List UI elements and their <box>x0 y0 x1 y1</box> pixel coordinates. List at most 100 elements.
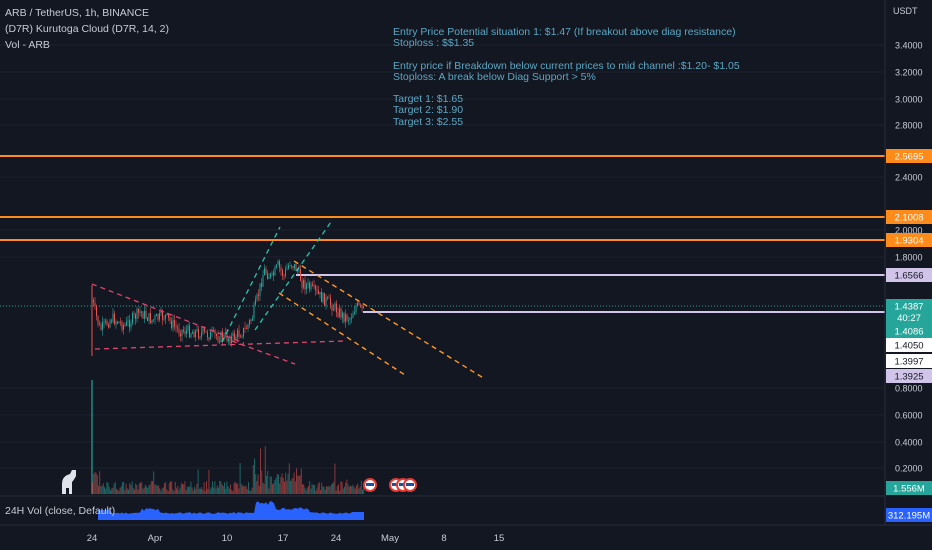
volume-bar <box>207 488 209 494</box>
volume-bar <box>196 483 198 494</box>
price-tick-label: 1.8000 <box>895 253 923 263</box>
volume-bar <box>178 490 180 494</box>
volume-bar <box>195 488 197 494</box>
volume-bar <box>290 481 291 494</box>
volume-bar <box>218 487 219 494</box>
volume-bar <box>182 483 183 494</box>
candle-body <box>303 279 304 288</box>
volume-bar <box>272 484 273 494</box>
volume-bar <box>222 486 224 494</box>
volume-bar <box>177 485 179 494</box>
volume-bar <box>238 488 240 494</box>
volume-bar <box>160 490 162 494</box>
time-tick-label: 15 <box>494 533 505 544</box>
candle-body <box>309 282 310 290</box>
volume-bar <box>149 484 151 494</box>
volume-bar <box>268 488 270 494</box>
vol24h-area <box>98 501 364 520</box>
grid-lines <box>0 44 885 469</box>
volume-bar <box>105 488 107 494</box>
candle-body <box>316 289 318 291</box>
candle-body <box>196 329 198 331</box>
candle-body <box>306 284 307 290</box>
volume-bar <box>150 481 152 494</box>
vol24h-legend[interactable]: 24H Vol (close, Default) <box>5 505 116 517</box>
price-badge <box>886 354 932 368</box>
volume-bar <box>318 482 320 494</box>
volume-legend[interactable]: Vol - ARB <box>5 39 50 51</box>
volume-bar <box>359 486 361 494</box>
candle-body <box>117 321 118 324</box>
volume-bar <box>324 489 326 494</box>
diag-resistance-line[interactable] <box>91 283 245 344</box>
volume-bar <box>243 485 245 494</box>
channel-down-upper-line[interactable] <box>293 260 486 380</box>
volume-bar <box>200 488 201 494</box>
volume-bar <box>94 472 96 494</box>
candle-body <box>220 331 222 342</box>
candle-body <box>334 303 336 309</box>
candle-body <box>261 283 262 287</box>
volume-bar <box>269 476 271 494</box>
time-tick-label: 10 <box>222 533 233 544</box>
candle-body <box>265 268 267 274</box>
volume-bar <box>296 468 297 494</box>
volume-bar <box>305 490 307 494</box>
volume-bar <box>282 477 284 494</box>
price-badge <box>886 324 932 338</box>
candle-body <box>244 327 246 329</box>
candle-body <box>363 306 364 309</box>
volume-bar <box>129 483 131 494</box>
volume-bar <box>114 482 116 494</box>
indicator-legend[interactable]: (D7R) Kurutoga Cloud (D7R, 14, 2) <box>5 23 169 35</box>
candle-body <box>246 328 247 329</box>
candle-body <box>207 332 208 338</box>
volume-bar <box>208 470 210 494</box>
volume-bar <box>264 446 266 494</box>
candle-body <box>195 330 196 338</box>
channel-up-upper-line[interactable] <box>254 221 332 331</box>
candle-body <box>127 320 129 322</box>
candle-body <box>328 297 330 299</box>
volume-bar <box>345 482 347 494</box>
volume-bar <box>358 488 360 494</box>
volume-bar <box>221 484 223 494</box>
candle-body <box>132 313 133 324</box>
candle-body <box>204 328 205 331</box>
candle-body <box>298 269 300 272</box>
candle-body <box>253 304 255 319</box>
event-flag-icon <box>392 483 400 486</box>
candle-body <box>337 312 339 317</box>
volume-bar <box>117 489 119 494</box>
candle-body <box>318 290 319 294</box>
volume-bar <box>348 486 350 494</box>
symbol-legend[interactable]: ARB / TetherUS, 1h, BINANCE <box>5 7 149 19</box>
candle-body <box>130 323 132 328</box>
volume-bar <box>294 481 296 494</box>
volume-bar <box>158 485 159 494</box>
candle-body <box>292 266 294 269</box>
volume-bar <box>347 484 349 494</box>
candle-body <box>108 325 109 328</box>
volume-bar <box>192 490 194 494</box>
volume-bar <box>104 487 105 494</box>
candle-body <box>297 270 298 272</box>
candle-body <box>105 320 106 322</box>
volume-bar <box>185 490 187 494</box>
volume-bar <box>262 482 264 494</box>
candle-body <box>264 268 265 276</box>
channel-up-lower-line[interactable] <box>221 226 281 343</box>
volume-bar <box>171 481 173 494</box>
channel-down-lower-line[interactable] <box>278 292 406 376</box>
candle-body <box>324 292 325 306</box>
candle-body <box>307 282 309 285</box>
level-price-badge <box>886 233 932 247</box>
candle-body <box>166 313 168 315</box>
support-extension-line[interactable] <box>231 340 296 365</box>
candle-body <box>201 332 202 337</box>
volume-bar <box>136 485 138 494</box>
support-line[interactable] <box>94 340 346 350</box>
candle-body <box>154 315 156 320</box>
volume-bar <box>233 482 235 494</box>
